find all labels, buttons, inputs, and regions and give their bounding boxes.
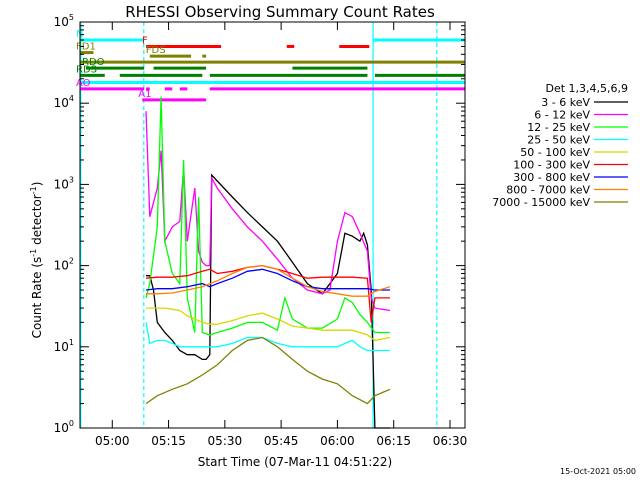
legend-entry-label: 50 - 100 keV	[520, 146, 590, 159]
y-tick-label: 105	[54, 13, 74, 29]
plot-frame	[79, 21, 466, 429]
legend-entry-label: 100 - 300 keV	[513, 159, 590, 172]
x-tick-label: 05:15	[151, 434, 186, 448]
flag-label: FD1	[76, 42, 96, 53]
y-tick-label: 103	[54, 175, 74, 191]
series-line	[145, 268, 390, 291]
flag-label: AO	[76, 78, 91, 89]
legend-entry-label: 300 - 800 keV	[513, 171, 590, 184]
flag-label: RDO	[82, 57, 105, 68]
x-tick-label: 05:30	[208, 434, 243, 448]
y-axis-label-part: detector	[30, 194, 44, 249]
x-tick-label: 06:00	[320, 434, 355, 448]
legend-entry-label: 25 - 50 keV	[527, 134, 590, 147]
flag-label: F	[142, 35, 148, 46]
flag-label: FDS	[146, 45, 166, 56]
timestamp: 15-Oct-2021 05:00	[560, 467, 636, 476]
y-axis-label-exp: -1	[29, 249, 38, 257]
y-axis: 100 101 102 103 104 105	[54, 13, 465, 435]
y-axis-label: Count Rate (s-1 detector-1)	[29, 182, 44, 339]
x-tick-label: 05:00	[95, 434, 130, 448]
legend-entry-label: 7000 - 15000 keV	[492, 196, 590, 209]
x-tick-label: 06:30	[433, 434, 468, 448]
x-axis: 05:00 05:15 05:30 05:45 06:00 06:15 06:30	[95, 22, 467, 448]
y-tick-label: 102	[54, 257, 74, 273]
y-tick-label: 101	[54, 338, 74, 354]
y-tick-label: 100	[54, 419, 74, 435]
legend-entry-label: 3 - 6 keV	[541, 96, 590, 109]
series-line	[146, 264, 391, 297]
legend-entry-label: 800 - 7000 keV	[506, 184, 590, 197]
series-line	[146, 307, 391, 342]
series-line	[145, 111, 391, 312]
flag-label: A1	[138, 89, 151, 100]
legend-entry-label: 12 - 25 keV	[527, 121, 590, 134]
y-axis-label-part: Count Rate (s	[30, 257, 44, 339]
series-line	[146, 173, 390, 429]
y-axis-label-exp: -1	[29, 186, 38, 194]
chart-title: RHESSI Observing Summary Count Rates	[125, 3, 435, 21]
series-line	[145, 336, 391, 405]
y-axis-label-part: )	[30, 182, 44, 187]
series-line	[145, 264, 390, 323]
x-tick-label: 05:45	[264, 434, 299, 448]
legend-entry-label: 6 - 12 keV	[534, 109, 590, 122]
x-tick-label: 06:15	[376, 434, 411, 448]
y-tick-label: 104	[54, 94, 74, 110]
series-line	[145, 96, 390, 336]
flag-label: RDS	[76, 64, 97, 75]
series-line	[145, 322, 390, 352]
legend-title: Det 1,3,4,5,6,9	[545, 82, 628, 95]
x-axis-label: Start Time (07-Mar-11 04:51:22)	[198, 455, 392, 469]
